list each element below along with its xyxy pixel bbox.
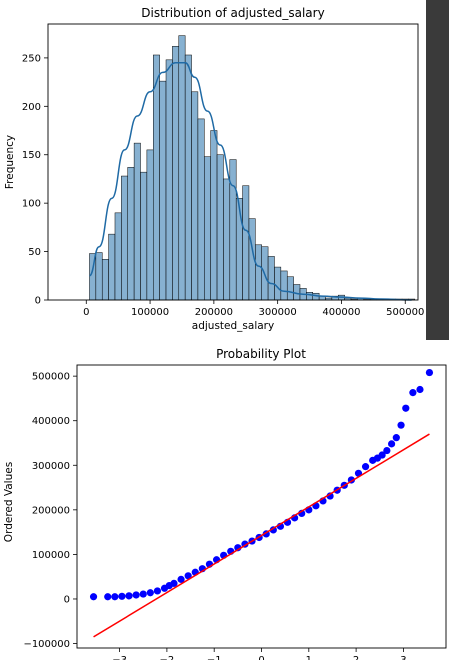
probability-point — [125, 592, 133, 600]
histogram-bar — [280, 270, 288, 301]
probability-plot-x-ticks: −3 −2 −1 0 1 2 3 — [112, 648, 407, 660]
histogram-y-axis-label: Frequency — [4, 135, 16, 189]
probability-point — [146, 589, 154, 597]
histogram-y-tick-label: 50 — [28, 247, 41, 258]
histogram-y-tick-label: 250 — [22, 53, 41, 64]
probability-point — [387, 440, 396, 448]
histogram-y-tick-label: 150 — [22, 150, 41, 161]
histogram-x-tick-label: 200000 — [195, 307, 233, 318]
histogram-x-axis-label: adjusted_salary — [192, 320, 274, 332]
probability-plot-chart: Probability Plot −3 −2 −1 0 1 2 3 −100000 0 1000… — [3, 347, 447, 660]
probability-plot-x-tick-label: −1 — [207, 655, 222, 660]
histogram-y-tick-label: 100 — [22, 199, 41, 210]
histogram-title: Distribution of adjusted_salary — [141, 6, 324, 20]
histogram-bar — [114, 212, 122, 301]
histogram-bar — [172, 46, 180, 301]
probability-plot-y-tick-label: 300000 — [32, 461, 70, 472]
probability-point — [402, 404, 410, 412]
probability-plot-x-tick-label: 0 — [258, 655, 264, 660]
histogram-bar — [133, 142, 141, 301]
histogram-bar — [197, 118, 205, 301]
histogram-bar — [204, 156, 211, 301]
histogram-y-tick-label: 0 — [35, 296, 41, 307]
histogram-bar — [95, 252, 103, 301]
probability-plot-x-tick-label: 3 — [400, 655, 406, 660]
probability-point — [361, 463, 370, 471]
probability-point — [132, 591, 140, 599]
histogram-bar — [235, 198, 243, 301]
histogram-bar — [178, 35, 186, 301]
histogram-bar — [274, 266, 282, 301]
probability-point — [326, 492, 334, 500]
histogram-bar — [191, 91, 199, 301]
probability-plot-y-tick-label: 400000 — [32, 416, 70, 427]
probability-point — [153, 587, 162, 595]
probability-plot-y-tick-label: −100000 — [23, 639, 70, 650]
probability-point — [170, 579, 178, 587]
probability-plot-points — [89, 368, 434, 601]
histogram-x-tick-label: 300000 — [259, 307, 297, 318]
histogram-y-ticks: 0 50 100 150 200 250 — [22, 53, 48, 307]
histogram-x-tick-label: 100000 — [131, 307, 169, 318]
histogram-chart: Distribution of adjusted_salary 0 100000 2… — [4, 6, 424, 332]
histogram-bar — [286, 276, 294, 301]
histogram-x-tick-label: 500000 — [386, 307, 424, 318]
histogram-bar — [127, 167, 135, 301]
probability-point — [118, 592, 126, 600]
probability-point — [139, 590, 147, 598]
histogram-bar — [184, 54, 192, 301]
probability-point — [425, 368, 434, 377]
probability-plot-y-tick-label: 100000 — [32, 550, 70, 561]
probability-point — [104, 593, 112, 601]
probability-point — [383, 446, 391, 455]
histogram-bar — [140, 171, 148, 301]
scrollbar[interactable] — [426, 0, 449, 340]
histogram-bar — [210, 130, 218, 301]
histogram-bar — [108, 233, 116, 301]
probability-point — [416, 385, 424, 394]
probability-point — [397, 421, 405, 429]
histogram-bar — [223, 178, 231, 301]
histogram-x-tick-label: 0 — [83, 307, 89, 318]
histogram-bar — [229, 159, 237, 301]
histogram-bar — [101, 259, 109, 301]
probability-plot-x-tick-label: 1 — [306, 655, 312, 660]
histogram-bar — [216, 154, 224, 301]
probability-plot-title: Probability Plot — [216, 347, 306, 361]
histogram-bar — [306, 292, 313, 301]
probability-point — [392, 434, 400, 442]
probability-plot-y-ticks: −100000 0 100000 200000 300000 400000 500000 — [23, 372, 77, 650]
fit-line — [93, 433, 430, 638]
probability-point — [409, 389, 417, 397]
probability-point — [111, 593, 119, 601]
histogram-bar — [255, 244, 262, 301]
probability-plot-axes-frame — [76, 364, 447, 649]
probability-plot-x-tick-label: −2 — [160, 655, 175, 660]
probability-plot-x-tick-label: −3 — [112, 655, 127, 660]
histogram-bar — [242, 185, 250, 301]
probability-point — [378, 451, 386, 459]
histogram-axes-frame — [47, 23, 419, 301]
probability-plot-y-axis-label: Ordered Values — [3, 462, 15, 542]
histogram-bar — [165, 59, 173, 301]
histogram-x-ticks: 0 100000 200000 300000 400000 500000 — [83, 300, 424, 318]
histogram-bar — [121, 175, 128, 301]
probability-point — [177, 575, 185, 583]
probability-plot-y-tick-label: 0 — [64, 594, 70, 605]
kde-curve — [88, 61, 412, 301]
probability-point — [184, 572, 192, 580]
probability-plot-y-tick-label: 500000 — [32, 372, 70, 383]
probability-plot-x-tick-label: 2 — [353, 655, 359, 660]
histogram-bar — [146, 149, 154, 301]
histogram-bars — [89, 35, 416, 301]
histogram-bar — [159, 80, 167, 301]
histogram-x-tick-label: 400000 — [322, 307, 360, 318]
probability-plot-y-tick-label: 200000 — [32, 505, 70, 516]
probability-point — [89, 593, 98, 601]
histogram-bar — [267, 256, 275, 301]
histogram-bar — [153, 54, 160, 301]
histogram-y-tick-label: 200 — [22, 102, 41, 113]
